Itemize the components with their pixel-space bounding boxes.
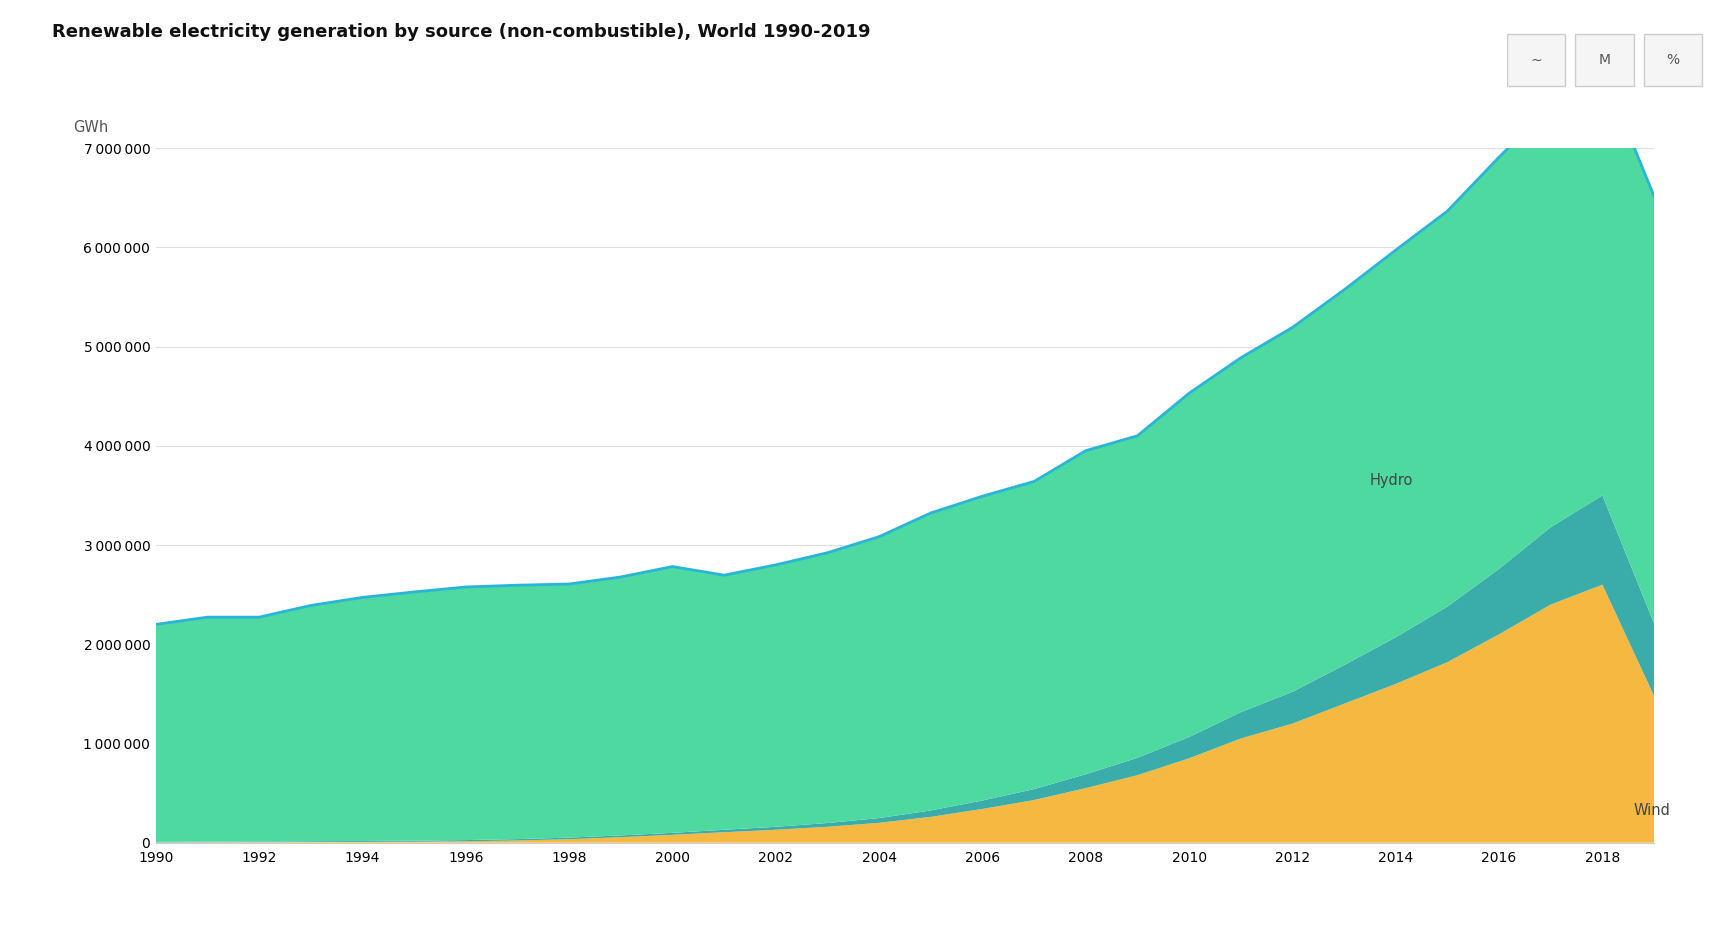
Bar bbox=[1576, 34, 1633, 86]
Text: ~: ~ bbox=[1529, 53, 1541, 68]
Bar bbox=[1644, 34, 1703, 86]
Text: M: M bbox=[1599, 53, 1611, 68]
Text: %: % bbox=[1666, 53, 1680, 68]
Bar bbox=[1507, 34, 1566, 86]
Text: Wind: Wind bbox=[1633, 803, 1670, 818]
Text: Hydro: Hydro bbox=[1370, 473, 1413, 489]
Text: Renewable electricity generation by source (non-combustible), World 1990-2019: Renewable electricity generation by sour… bbox=[52, 23, 871, 41]
Text: GWh: GWh bbox=[73, 120, 109, 135]
